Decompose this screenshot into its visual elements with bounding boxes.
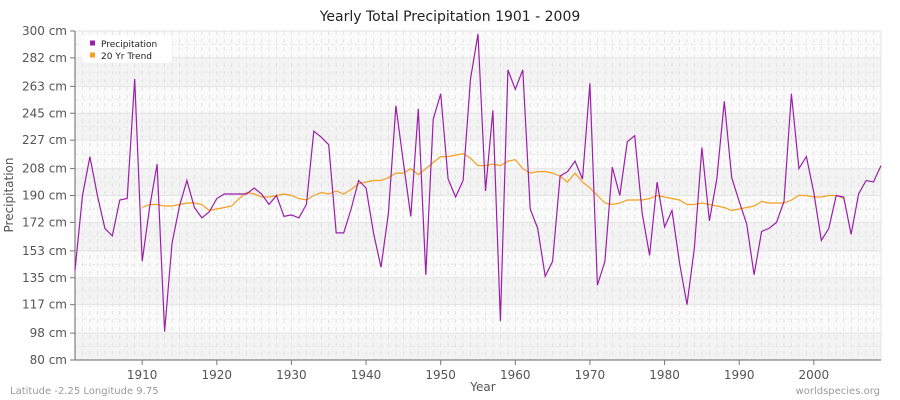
legend-label-trend: 20 Yr Trend (101, 52, 152, 62)
y-axis-title: Precipitation (2, 157, 16, 232)
legend: Precipitation 20 Yr Trend (82, 35, 172, 63)
y-axis-ticks: 80 cm 98 cm 117 cm 135 cm 153 cm 172 cm 190 cm… (22, 24, 75, 367)
precipitation-line (74, 33, 882, 332)
x-tick-label: 1940 (351, 368, 382, 382)
y-tick-label: 227 cm (22, 133, 67, 147)
y-tick-label: 190 cm (22, 189, 67, 203)
x-tick-label: 1950 (425, 368, 456, 382)
y-tick-label: 172 cm (22, 215, 67, 229)
legend-label-precipitation: Precipitation (101, 40, 157, 50)
x-tick-label: 1980 (649, 368, 680, 382)
x-tick-label: 1920 (202, 368, 233, 382)
grid-lines (75, 30, 881, 361)
legend-swatch-trend (90, 52, 95, 58)
x-axis-title: Year (469, 380, 495, 394)
y-tick-label: 208 cm (22, 162, 67, 176)
y-tick-label: 135 cm (22, 271, 67, 285)
y-tick-label: 117 cm (22, 298, 67, 312)
x-tick-label: 1910 (127, 368, 158, 382)
y-tick-label: 80 cm (30, 353, 67, 367)
y-tick-label: 245 cm (22, 106, 67, 120)
legend-swatch-precipitation (90, 40, 95, 46)
x-axis-ticks: 1910 1920 1930 1940 1950 1960 1970 1980 1990 2000 (127, 360, 829, 382)
x-tick-label: 1960 (500, 368, 531, 382)
legend-box (82, 35, 172, 63)
trend-line (141, 152, 844, 212)
y-tick-label: 153 cm (22, 244, 67, 258)
x-tick-label: 2000 (799, 368, 830, 382)
y-tick-label: 98 cm (30, 326, 67, 340)
y-tick-label: 282 cm (22, 51, 67, 65)
y-tick-label: 300 cm (22, 24, 67, 38)
chart-title: Yearly Total Precipitation 1901 - 2009 (319, 9, 581, 25)
x-tick-label: 1930 (276, 368, 307, 382)
y-tick-label: 263 cm (22, 79, 67, 93)
source-credit: worldspecies.org (796, 386, 880, 397)
location-caption: Latitude -2.25 Longitude 9.75 (10, 386, 159, 397)
x-tick-label: 1970 (575, 368, 606, 382)
x-tick-label: 1990 (724, 368, 755, 382)
